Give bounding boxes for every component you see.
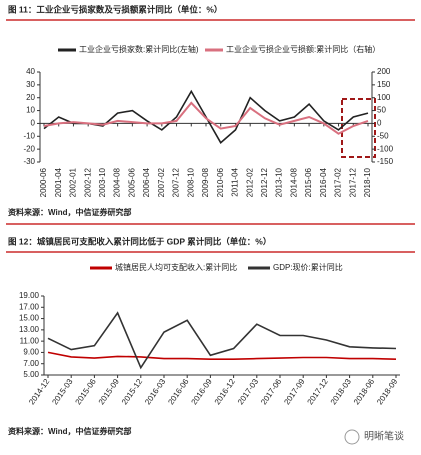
x-tick-label: 2018-06 (352, 377, 377, 407)
y2-tick-label: -50 (377, 131, 389, 140)
legend-label: 城镇居民人均可支配收入:累计同比 (115, 262, 237, 272)
y-tick-label: 5.00 (23, 370, 39, 379)
x-tick-label: 2018-10 (363, 167, 372, 197)
x-tick-label: 2013-10 (275, 167, 284, 197)
y-tick-label: -10 (23, 131, 35, 140)
series-line (47, 311, 397, 370)
x-tick-label: 2015-06 (304, 167, 313, 197)
source: 资料来源：Wind，中信证券研究部 (8, 426, 131, 436)
x-tick-label: 2016-04 (319, 167, 328, 197)
x-tick-label: 2001-04 (54, 167, 63, 197)
y-tick-label: 10 (26, 106, 35, 115)
chart-title: 图 12：城镇居民可支配收入累计同比低于 GDP 累计同比（单位：%） (8, 236, 271, 246)
x-tick-label: 2017-06 (259, 377, 284, 407)
legend-label: 工业企业亏损家数:累计同比(左轴) (79, 44, 199, 54)
y-tick-label: 7.00 (23, 359, 39, 368)
y2-tick-label: 50 (377, 106, 386, 115)
y-tick-label: 13.00 (19, 325, 40, 334)
y2-tick-label: 200 (377, 67, 391, 76)
y-tick-label: 40 (26, 67, 35, 76)
x-tick-label: 2012-12 (260, 167, 269, 197)
x-tick-label: 2007-02 (157, 167, 166, 197)
y-tick-label: -20 (23, 144, 35, 153)
x-tick-label: 2012-02 (245, 167, 254, 197)
series-line (47, 351, 397, 360)
x-tick-label: 2008-10 (186, 167, 195, 197)
series-line (43, 101, 369, 135)
y-tick-label: 15.00 (19, 314, 40, 323)
x-tick-label: 2015-03 (50, 377, 75, 407)
x-tick-label: 2017-03 (236, 377, 261, 407)
y2-tick-label: -100 (377, 144, 394, 153)
legend-label: 工业企业亏损企业亏损额:累计同比（右轴） (226, 44, 380, 54)
y2-tick-label: 150 (377, 80, 391, 89)
x-tick-label: 2017-02 (334, 167, 343, 197)
y-tick-label: 19.00 (19, 291, 40, 300)
x-tick-label: 2016-12 (213, 377, 238, 407)
legend-label: GDP:现价:累计同比 (273, 262, 343, 272)
x-tick-label: 2014-12 (27, 377, 52, 407)
y-tick-label: 30 (26, 80, 35, 89)
x-tick-label: 2002-01 (69, 167, 78, 197)
source: 资料来源：Wind，中信证券研究部 (8, 207, 131, 217)
y-tick-label: -30 (23, 157, 35, 166)
x-tick-label: 2017-12 (348, 167, 357, 197)
x-tick-label: 2005-06 (127, 167, 136, 197)
x-tick-label: 2016-06 (166, 377, 191, 407)
x-tick-label: 2014-08 (289, 167, 298, 197)
x-tick-label: 2015-09 (97, 377, 122, 407)
x-tick-label: 2002-12 (83, 167, 92, 197)
y-tick-label: 17.00 (19, 302, 40, 311)
x-tick-label: 2018-03 (329, 377, 354, 407)
y-tick-label: 11.00 (20, 336, 40, 345)
x-tick-label: 2010-06 (216, 167, 225, 197)
x-tick-label: 2018-09 (375, 377, 400, 407)
x-tick-label: 2015-12 (120, 377, 145, 407)
chart-title: 图 11：工业企业亏损家数及亏损额累计同比（单位：%） (8, 4, 222, 14)
watermark-icon (344, 429, 360, 445)
y-tick-label: 0 (31, 119, 36, 128)
x-tick-label: 2004-08 (113, 167, 122, 197)
x-tick-label: 2015-06 (74, 377, 99, 407)
y2-tick-label: -150 (377, 157, 394, 166)
highlight-box (341, 98, 376, 158)
y2-tick-label: 0 (377, 119, 382, 128)
x-tick-label: 2017-12 (306, 377, 331, 407)
y-tick-label: 9.00 (23, 348, 39, 357)
watermark: 明晰笔谈 (364, 430, 404, 443)
x-tick-label: 2016-09 (190, 377, 215, 407)
x-tick-label: 2006-04 (142, 167, 151, 197)
x-tick-label: 2003-10 (98, 167, 107, 197)
x-tick-label: 2017-09 (282, 377, 307, 407)
x-tick-label: 2009-08 (201, 167, 210, 197)
y2-tick-label: 100 (377, 93, 391, 102)
x-tick-label: 2007-12 (172, 167, 181, 197)
y-tick-label: 20 (26, 93, 35, 102)
x-tick-label: 2011-04 (231, 167, 240, 196)
x-tick-label: 2016-03 (143, 377, 168, 407)
x-tick-label: 2000-06 (39, 167, 48, 197)
